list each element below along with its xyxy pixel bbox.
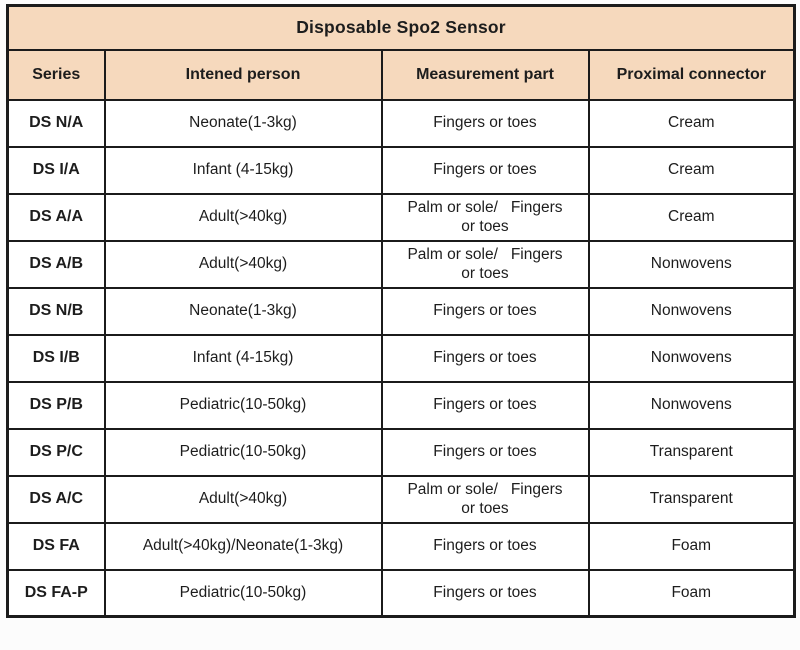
col-header-part: Measurement part: [380, 48, 590, 101]
table-body: DS N/A Neonate(1-3kg) Fingers or toes Cr…: [6, 98, 796, 618]
table-row: DS A/C Adult(>40kg) Palm or sole/ Finger…: [6, 474, 796, 524]
part-cell: Fingers or toes: [380, 380, 590, 430]
connector-cell: Nonwovens: [587, 239, 796, 289]
person-cell: Adult(>40kg): [103, 192, 383, 242]
person-cell: Adult(>40kg)/Neonate(1-3kg): [103, 521, 383, 571]
person-cell: Infant (4-15kg): [103, 333, 383, 383]
connector-cell: Foam: [587, 521, 796, 571]
person-cell: Neonate(1-3kg): [103, 98, 383, 148]
part-cell: Palm or sole/ Fingers or toes: [380, 192, 590, 242]
connector-cell: Foam: [587, 568, 796, 618]
connector-cell: Cream: [587, 98, 796, 148]
person-cell: Pediatric(10-50kg): [103, 380, 383, 430]
series-cell: DS I/A: [6, 145, 106, 195]
part-cell: Fingers or toes: [380, 286, 590, 336]
table-title-row: Disposable Spo2 Sensor: [6, 4, 796, 51]
part-cell: Palm or sole/ Fingers or toes: [380, 239, 590, 289]
table-row: DS I/B Infant (4-15kg) Fingers or toes N…: [6, 333, 796, 383]
person-cell: Infant (4-15kg): [103, 145, 383, 195]
table-row: DS I/A Infant (4-15kg) Fingers or toes C…: [6, 145, 796, 195]
series-cell: DS I/B: [6, 333, 106, 383]
person-cell: Neonate(1-3kg): [103, 286, 383, 336]
part-cell: Fingers or toes: [380, 145, 590, 195]
series-cell: DS N/A: [6, 98, 106, 148]
connector-cell: Nonwovens: [587, 380, 796, 430]
part-cell: Fingers or toes: [380, 521, 590, 571]
part-cell: Fingers or toes: [380, 333, 590, 383]
col-header-person: Intened person: [103, 48, 383, 101]
table-row: DS A/A Adult(>40kg) Palm or sole/ Finger…: [6, 192, 796, 242]
col-header-connector: Proximal connector: [587, 48, 796, 101]
connector-cell: Nonwovens: [587, 286, 796, 336]
column-header-row: Series Intened person Measurement part P…: [6, 48, 796, 101]
person-cell: Adult(>40kg): [103, 239, 383, 289]
series-cell: DS P/B: [6, 380, 106, 430]
table-row: DS N/A Neonate(1-3kg) Fingers or toes Cr…: [6, 98, 796, 148]
table-row: DS P/C Pediatric(10-50kg) Fingers or toe…: [6, 427, 796, 477]
col-header-series: Series: [6, 48, 106, 101]
part-cell: Fingers or toes: [380, 427, 590, 477]
table-row: DS P/B Pediatric(10-50kg) Fingers or toe…: [6, 380, 796, 430]
series-cell: DS FA-P: [6, 568, 106, 618]
connector-cell: Nonwovens: [587, 333, 796, 383]
connector-cell: Transparent: [587, 427, 796, 477]
connector-cell: Cream: [587, 192, 796, 242]
series-cell: DS A/C: [6, 474, 106, 524]
series-cell: DS P/C: [6, 427, 106, 477]
part-cell: Fingers or toes: [380, 98, 590, 148]
table-row: DS N/B Neonate(1-3kg) Fingers or toes No…: [6, 286, 796, 336]
connector-cell: Cream: [587, 145, 796, 195]
series-cell: DS N/B: [6, 286, 106, 336]
part-cell: Palm or sole/ Fingers or toes: [380, 474, 590, 524]
person-cell: Pediatric(10-50kg): [103, 568, 383, 618]
series-cell: DS A/A: [6, 192, 106, 242]
person-cell: Adult(>40kg): [103, 474, 383, 524]
table-row: DS FA-P Pediatric(10-50kg) Fingers or to…: [6, 568, 796, 618]
part-cell: Fingers or toes: [380, 568, 590, 618]
connector-cell: Transparent: [587, 474, 796, 524]
series-cell: DS FA: [6, 521, 106, 571]
table-row: DS A/B Adult(>40kg) Palm or sole/ Finger…: [6, 239, 796, 289]
spo2-sensor-spec-table: Disposable Spo2 Sensor Series Intened pe…: [6, 4, 797, 618]
person-cell: Pediatric(10-50kg): [103, 427, 383, 477]
table-row: DS FA Adult(>40kg)/Neonate(1-3kg) Finger…: [6, 521, 796, 571]
table-title: Disposable Spo2 Sensor: [6, 4, 796, 51]
series-cell: DS A/B: [6, 239, 106, 289]
